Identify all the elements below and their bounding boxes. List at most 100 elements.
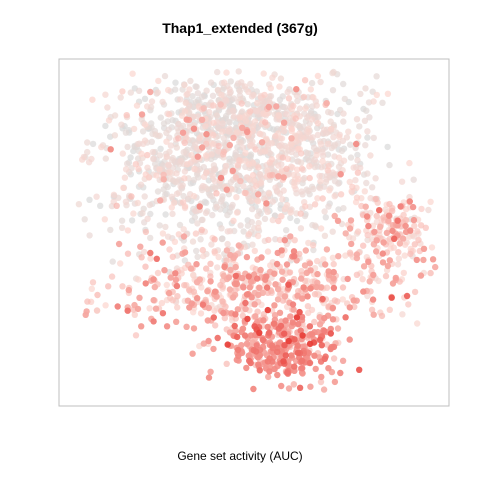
cell-point xyxy=(199,93,206,101)
cell-point xyxy=(402,222,409,230)
cell-point xyxy=(263,200,270,207)
cell-point xyxy=(279,196,286,203)
cell-point xyxy=(294,166,301,173)
cell-point xyxy=(329,169,336,176)
cell-point xyxy=(321,208,328,215)
cell-point xyxy=(325,365,332,372)
cell-point xyxy=(318,373,325,381)
cell-point xyxy=(207,368,214,375)
cell-point xyxy=(311,291,319,298)
cell-point xyxy=(122,198,130,205)
cell-point xyxy=(191,165,198,173)
cell-point xyxy=(361,117,369,125)
cell-point xyxy=(172,178,179,186)
cell-point xyxy=(264,167,271,174)
cell-point xyxy=(93,307,101,314)
cell-point xyxy=(210,345,217,353)
cell-point xyxy=(281,330,288,337)
cell-point xyxy=(175,135,182,142)
cell-point xyxy=(394,217,401,224)
cell-point xyxy=(277,75,285,82)
cell-point xyxy=(220,148,228,156)
cell-point xyxy=(223,69,230,76)
cell-point xyxy=(210,314,217,321)
cell-point xyxy=(324,167,331,174)
cell-point xyxy=(223,186,230,193)
cell-point xyxy=(278,268,286,275)
cell-point xyxy=(370,98,377,105)
cell-point xyxy=(288,352,295,359)
cell-point xyxy=(314,72,322,80)
cell-point xyxy=(246,176,253,183)
cell-point xyxy=(264,248,272,255)
cell-point xyxy=(155,77,162,85)
cell-point xyxy=(236,87,244,95)
cell-point xyxy=(221,140,228,147)
cell-point xyxy=(181,257,189,264)
cell-point xyxy=(108,273,116,280)
cell-point xyxy=(386,161,393,169)
cell-point xyxy=(359,276,366,283)
cell-point xyxy=(306,174,313,182)
cell-point xyxy=(146,201,153,209)
cell-point xyxy=(316,184,324,192)
cell-point xyxy=(281,342,288,349)
cell-point xyxy=(194,295,201,302)
cell-point xyxy=(280,358,287,365)
cell-point xyxy=(244,315,251,323)
cell-point xyxy=(275,173,282,180)
cell-point xyxy=(322,261,329,268)
cell-point xyxy=(152,305,160,312)
cell-point xyxy=(166,169,173,176)
cell-point xyxy=(135,87,143,95)
cell-point xyxy=(342,252,349,259)
cell-point xyxy=(138,323,145,330)
cell-point xyxy=(291,363,298,370)
cell-point xyxy=(200,105,207,112)
cell-point xyxy=(321,126,328,133)
cell-point xyxy=(249,241,256,248)
cell-point xyxy=(240,284,247,291)
cell-point xyxy=(200,164,207,171)
cell-point xyxy=(238,79,245,86)
cell-point xyxy=(346,249,354,256)
cell-point xyxy=(318,342,325,349)
cell-point xyxy=(372,175,379,182)
cell-point xyxy=(309,242,317,249)
cell-point xyxy=(273,187,281,194)
cell-point xyxy=(176,221,184,229)
cell-point xyxy=(231,322,238,330)
cell-point xyxy=(198,226,205,234)
cell-point xyxy=(159,310,167,317)
cell-point xyxy=(227,179,235,186)
cell-point xyxy=(165,86,172,94)
cell-point xyxy=(199,144,206,151)
cell-point xyxy=(219,128,226,135)
cell-point xyxy=(407,250,414,258)
cell-point xyxy=(304,303,312,310)
cell-point xyxy=(334,217,342,224)
cell-point xyxy=(119,150,127,157)
cell-point xyxy=(160,120,168,127)
cell-point xyxy=(174,304,181,311)
cell-point xyxy=(386,306,393,313)
cell-point xyxy=(318,164,325,171)
cell-point xyxy=(245,352,252,359)
cell-point xyxy=(209,211,216,219)
cell-point xyxy=(334,298,341,305)
cell-point xyxy=(337,369,344,377)
cell-point xyxy=(331,378,339,386)
cell-point xyxy=(293,151,300,158)
cell-point xyxy=(241,332,249,339)
cell-point xyxy=(305,239,312,247)
cell-point xyxy=(142,228,150,236)
cell-point xyxy=(276,83,283,90)
cell-point xyxy=(328,144,335,152)
cell-point xyxy=(403,292,411,300)
cell-point xyxy=(290,381,297,388)
cell-point xyxy=(153,172,160,179)
cell-point xyxy=(300,93,308,101)
cell-point xyxy=(118,217,126,224)
cell-point xyxy=(133,102,141,109)
cell-point xyxy=(294,292,301,299)
